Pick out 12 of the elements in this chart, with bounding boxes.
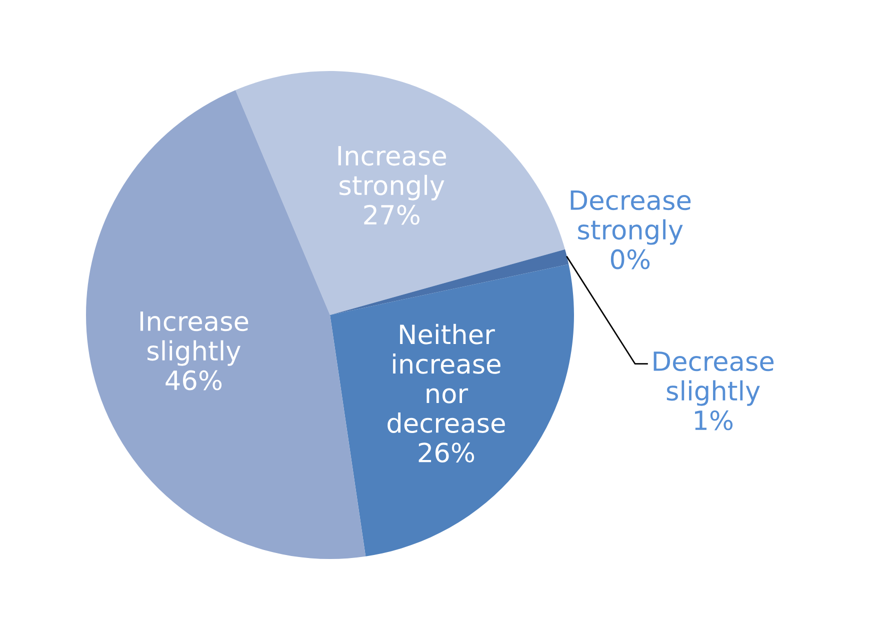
slice-label: Increase strongly — [338, 146, 446, 200]
pie-slice — [330, 264, 574, 556]
pie-slice — [330, 249, 569, 315]
text: 0% — [610, 249, 650, 270]
category-label: Decrease strongly — [570, 190, 691, 245]
slice-label: Neither increase nor decrease — [388, 324, 505, 433]
slice-label: Increase slightly — [140, 312, 248, 366]
slice-label: Decrease slightly — [654, 352, 774, 406]
data-label: 46% — [166, 370, 222, 390]
data-label: 27% — [364, 204, 420, 225]
data-label: 26% — [418, 442, 474, 463]
data-label: 1% — [695, 410, 733, 430]
